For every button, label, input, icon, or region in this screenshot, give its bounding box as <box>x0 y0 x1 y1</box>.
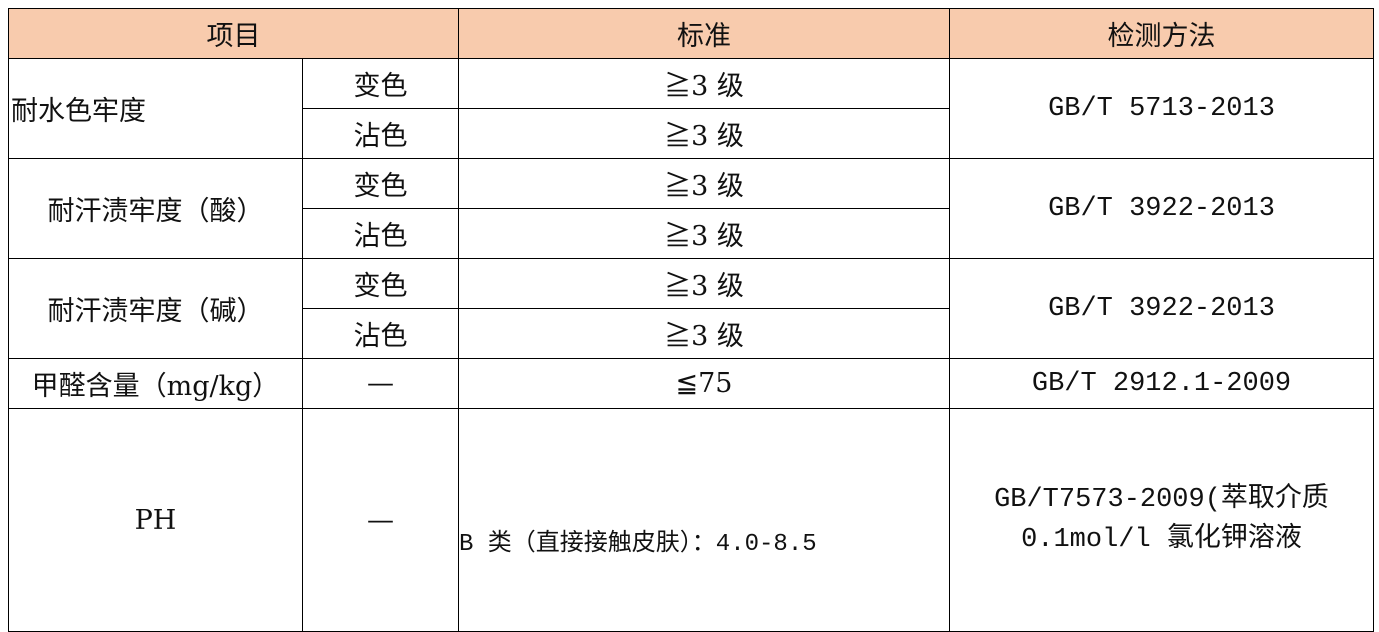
item-cell: PH <box>8 408 303 632</box>
header-standard: 标准 <box>458 8 950 59</box>
item-cell: 耐汗渍牢度（碱） <box>8 258 303 359</box>
standard-cell: B 类（直接接触皮肤）：4.0-8.5 <box>458 408 950 632</box>
table-row: 沾色 ≧3 级 <box>9 108 1374 159</box>
table-row: 甲醛含量（mg/kg） — ≦75 GB/T 2912.1-2009 <box>8 358 1374 409</box>
method-cell: GB/T 2912.1-2009 <box>949 358 1374 409</box>
table-row: 沾色 ≧3 级 <box>9 308 1374 359</box>
standard-cell: ≧3 级 <box>458 58 950 109</box>
header-method: 检测方法 <box>949 8 1374 59</box>
sub-cell: 沾色 <box>302 308 459 359</box>
standard-cell: ≧3 级 <box>458 208 950 259</box>
sub-cell: — <box>302 408 459 632</box>
table-row: 耐汗渍牢度（酸） 变色 ≧3 级 GB/T 3922-2013 <box>8 158 1374 259</box>
method-cell: GB/T7573-2009(萃取介质 0.1mol/l 氯化钾溶液 <box>949 408 1374 632</box>
sub-cell: 变色 <box>302 258 459 309</box>
item-cell: 耐水色牢度 <box>8 58 303 159</box>
sub-cell: 变色 <box>302 58 459 109</box>
header-row: 项目 标准 检测方法 <box>8 8 1374 59</box>
standards-table: 项目 标准 检测方法 耐水色牢度 变色 ≧3 级 GB/T 5713-2013 … <box>8 8 1374 632</box>
sub-cell: 沾色 <box>302 108 459 159</box>
method-line: GB/T7573-2009(萃取介质 <box>994 485 1329 515</box>
table-row: 耐汗渍牢度（碱） 变色 ≧3 级 GB/T 3922-2013 <box>8 258 1374 359</box>
sub-cell: 沾色 <box>302 208 459 259</box>
standard-cell: ≦75 <box>458 358 950 409</box>
table-row: PH — B 类（直接接触皮肤）：4.0-8.5 GB/T7573-2009(萃… <box>8 408 1374 632</box>
method-cell: GB/T 5713-2013 <box>949 58 1374 159</box>
item-cell: 耐汗渍牢度（酸） <box>8 158 303 259</box>
header-item: 项目 <box>8 8 459 59</box>
item-cell: 甲醛含量（mg/kg） <box>8 358 303 409</box>
method-cell: GB/T 3922-2013 <box>949 258 1374 359</box>
method-cell: GB/T 3922-2013 <box>949 158 1374 259</box>
sub-cell: 变色 <box>302 158 459 209</box>
standard-cell: ≧3 级 <box>458 258 950 309</box>
table-row: 耐水色牢度 变色 ≧3 级 GB/T 5713-2013 <box>8 58 1374 159</box>
method-line: 0.1mol/l 氯化钾溶液 <box>1021 525 1302 555</box>
standard-cell: ≧3 级 <box>458 108 950 159</box>
sub-cell: — <box>302 358 459 409</box>
standard-cell: ≧3 级 <box>458 158 950 209</box>
standard-cell: ≧3 级 <box>458 308 950 359</box>
